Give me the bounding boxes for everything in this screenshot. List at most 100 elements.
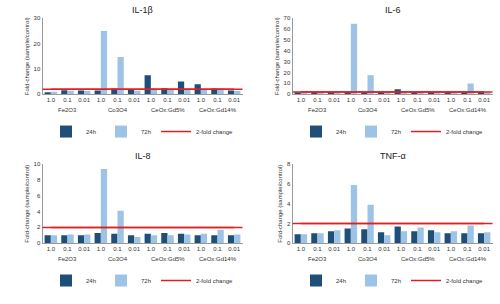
svg-text:0.01: 0.01 bbox=[478, 246, 490, 252]
svg-text:0.1: 0.1 bbox=[413, 97, 422, 103]
svg-text:Co3O4: Co3O4 bbox=[108, 107, 128, 113]
svg-text:0.01: 0.01 bbox=[478, 97, 490, 103]
svg-text:Fold-change (sample/control): Fold-change (sample/control) bbox=[24, 165, 30, 243]
svg-text:0.1: 0.1 bbox=[113, 97, 122, 103]
svg-text:0.1: 0.1 bbox=[463, 246, 472, 252]
svg-text:Fe2O3: Fe2O3 bbox=[58, 107, 77, 113]
svg-text:20: 20 bbox=[284, 70, 291, 76]
svg-text:30: 30 bbox=[34, 15, 41, 21]
svg-text:0.01: 0.01 bbox=[228, 246, 240, 252]
svg-text:1.0: 1.0 bbox=[297, 246, 306, 252]
svg-text:0.01: 0.01 bbox=[178, 97, 190, 103]
svg-text:0.01: 0.01 bbox=[228, 97, 240, 103]
svg-text:IL-8: IL-8 bbox=[135, 151, 151, 161]
svg-text:2-fold change: 2-fold change bbox=[446, 129, 483, 135]
svg-text:Fe2O3: Fe2O3 bbox=[58, 256, 77, 262]
svg-text:0.1: 0.1 bbox=[163, 246, 172, 252]
svg-text:72h: 72h bbox=[391, 278, 401, 284]
svg-text:10: 10 bbox=[284, 80, 291, 86]
svg-text:0.1: 0.1 bbox=[113, 246, 122, 252]
svg-text:1.0: 1.0 bbox=[97, 246, 106, 252]
svg-text:CeOx:Gd5%: CeOx:Gd5% bbox=[401, 107, 435, 113]
svg-text:1.0: 1.0 bbox=[97, 97, 106, 103]
svg-text:1.0: 1.0 bbox=[147, 246, 156, 252]
svg-text:CeOx:Gd14%: CeOx:Gd14% bbox=[199, 256, 237, 262]
svg-text:8: 8 bbox=[37, 177, 41, 183]
svg-text:0.01: 0.01 bbox=[78, 246, 90, 252]
svg-text:72h: 72h bbox=[391, 129, 401, 135]
svg-text:0.1: 0.1 bbox=[213, 246, 222, 252]
svg-text:1.0: 1.0 bbox=[447, 97, 456, 103]
svg-text:1.0: 1.0 bbox=[297, 97, 306, 103]
svg-text:0.1: 0.1 bbox=[163, 97, 172, 103]
svg-text:Fe2O3: Fe2O3 bbox=[308, 107, 327, 113]
svg-text:0.1: 0.1 bbox=[213, 97, 222, 103]
svg-text:0: 0 bbox=[37, 240, 41, 246]
svg-text:4: 4 bbox=[287, 201, 291, 207]
svg-text:6: 6 bbox=[287, 181, 291, 187]
svg-text:0.1: 0.1 bbox=[63, 246, 72, 252]
svg-text:CeOx:Gd5%: CeOx:Gd5% bbox=[151, 256, 185, 262]
svg-text:0.1: 0.1 bbox=[313, 97, 322, 103]
svg-text:0: 0 bbox=[287, 240, 291, 246]
svg-text:0.01: 0.01 bbox=[128, 97, 140, 103]
svg-text:1.0: 1.0 bbox=[397, 246, 406, 252]
svg-text:CeOx:Gd5%: CeOx:Gd5% bbox=[151, 107, 185, 113]
svg-text:0.01: 0.01 bbox=[328, 246, 340, 252]
svg-text:10: 10 bbox=[34, 161, 41, 167]
svg-text:0.1: 0.1 bbox=[413, 246, 422, 252]
svg-text:1.0: 1.0 bbox=[147, 97, 156, 103]
svg-text:2: 2 bbox=[37, 224, 41, 230]
svg-text:40: 40 bbox=[284, 48, 291, 54]
svg-text:1.0: 1.0 bbox=[347, 246, 356, 252]
svg-text:30: 30 bbox=[284, 59, 291, 65]
svg-text:2-fold change: 2-fold change bbox=[196, 278, 233, 284]
svg-text:6: 6 bbox=[37, 193, 41, 199]
svg-text:0.1: 0.1 bbox=[63, 97, 72, 103]
svg-text:2-fold change: 2-fold change bbox=[446, 278, 483, 284]
svg-text:24h: 24h bbox=[336, 129, 346, 135]
svg-text:1.0: 1.0 bbox=[47, 246, 56, 252]
svg-text:TNF-α: TNF-α bbox=[380, 151, 406, 161]
svg-text:72h: 72h bbox=[141, 129, 151, 135]
svg-text:1.0: 1.0 bbox=[347, 97, 356, 103]
svg-text:Co3O4: Co3O4 bbox=[358, 107, 378, 113]
svg-text:1.0: 1.0 bbox=[197, 97, 206, 103]
svg-text:60: 60 bbox=[284, 26, 291, 32]
svg-text:1.0: 1.0 bbox=[47, 97, 56, 103]
svg-text:1.0: 1.0 bbox=[197, 246, 206, 252]
svg-text:0.01: 0.01 bbox=[428, 246, 440, 252]
svg-text:0.01: 0.01 bbox=[428, 97, 440, 103]
svg-text:0.01: 0.01 bbox=[128, 246, 140, 252]
svg-text:CeOx:Gd14%: CeOx:Gd14% bbox=[449, 107, 487, 113]
svg-text:24h: 24h bbox=[336, 278, 346, 284]
svg-text:Fold-change (sample/control): Fold-change (sample/control) bbox=[277, 165, 283, 243]
svg-text:10: 10 bbox=[34, 66, 41, 72]
svg-text:0.1: 0.1 bbox=[363, 246, 372, 252]
svg-text:Co3O4: Co3O4 bbox=[108, 256, 128, 262]
svg-text:8: 8 bbox=[287, 161, 291, 167]
svg-text:0.01: 0.01 bbox=[178, 246, 190, 252]
svg-text:0.1: 0.1 bbox=[463, 97, 472, 103]
svg-text:0: 0 bbox=[287, 91, 291, 97]
svg-text:2-fold change: 2-fold change bbox=[196, 129, 233, 135]
svg-text:Fold-change (sample/control): Fold-change (sample/control) bbox=[274, 17, 280, 95]
svg-text:CeOx:Gd5%: CeOx:Gd5% bbox=[401, 256, 435, 262]
svg-text:0.01: 0.01 bbox=[328, 97, 340, 103]
svg-text:0.01: 0.01 bbox=[378, 97, 390, 103]
svg-text:20: 20 bbox=[34, 41, 41, 47]
svg-text:24h: 24h bbox=[86, 129, 96, 135]
svg-text:4: 4 bbox=[37, 209, 41, 215]
svg-text:CeOx:Gd14%: CeOx:Gd14% bbox=[199, 107, 237, 113]
svg-text:50: 50 bbox=[284, 37, 291, 43]
svg-text:Fe2O3: Fe2O3 bbox=[308, 256, 327, 262]
svg-text:Fold-change (sample/control): Fold-change (sample/control) bbox=[24, 17, 30, 95]
svg-text:Co3O4: Co3O4 bbox=[358, 256, 378, 262]
svg-text:0.01: 0.01 bbox=[378, 246, 390, 252]
svg-text:0.1: 0.1 bbox=[363, 97, 372, 103]
svg-text:1.0: 1.0 bbox=[397, 97, 406, 103]
svg-text:CeOx:Gd14%: CeOx:Gd14% bbox=[449, 256, 487, 262]
svg-text:2: 2 bbox=[287, 221, 291, 227]
svg-text:24h: 24h bbox=[86, 278, 96, 284]
svg-text:IL-6: IL-6 bbox=[385, 5, 401, 15]
